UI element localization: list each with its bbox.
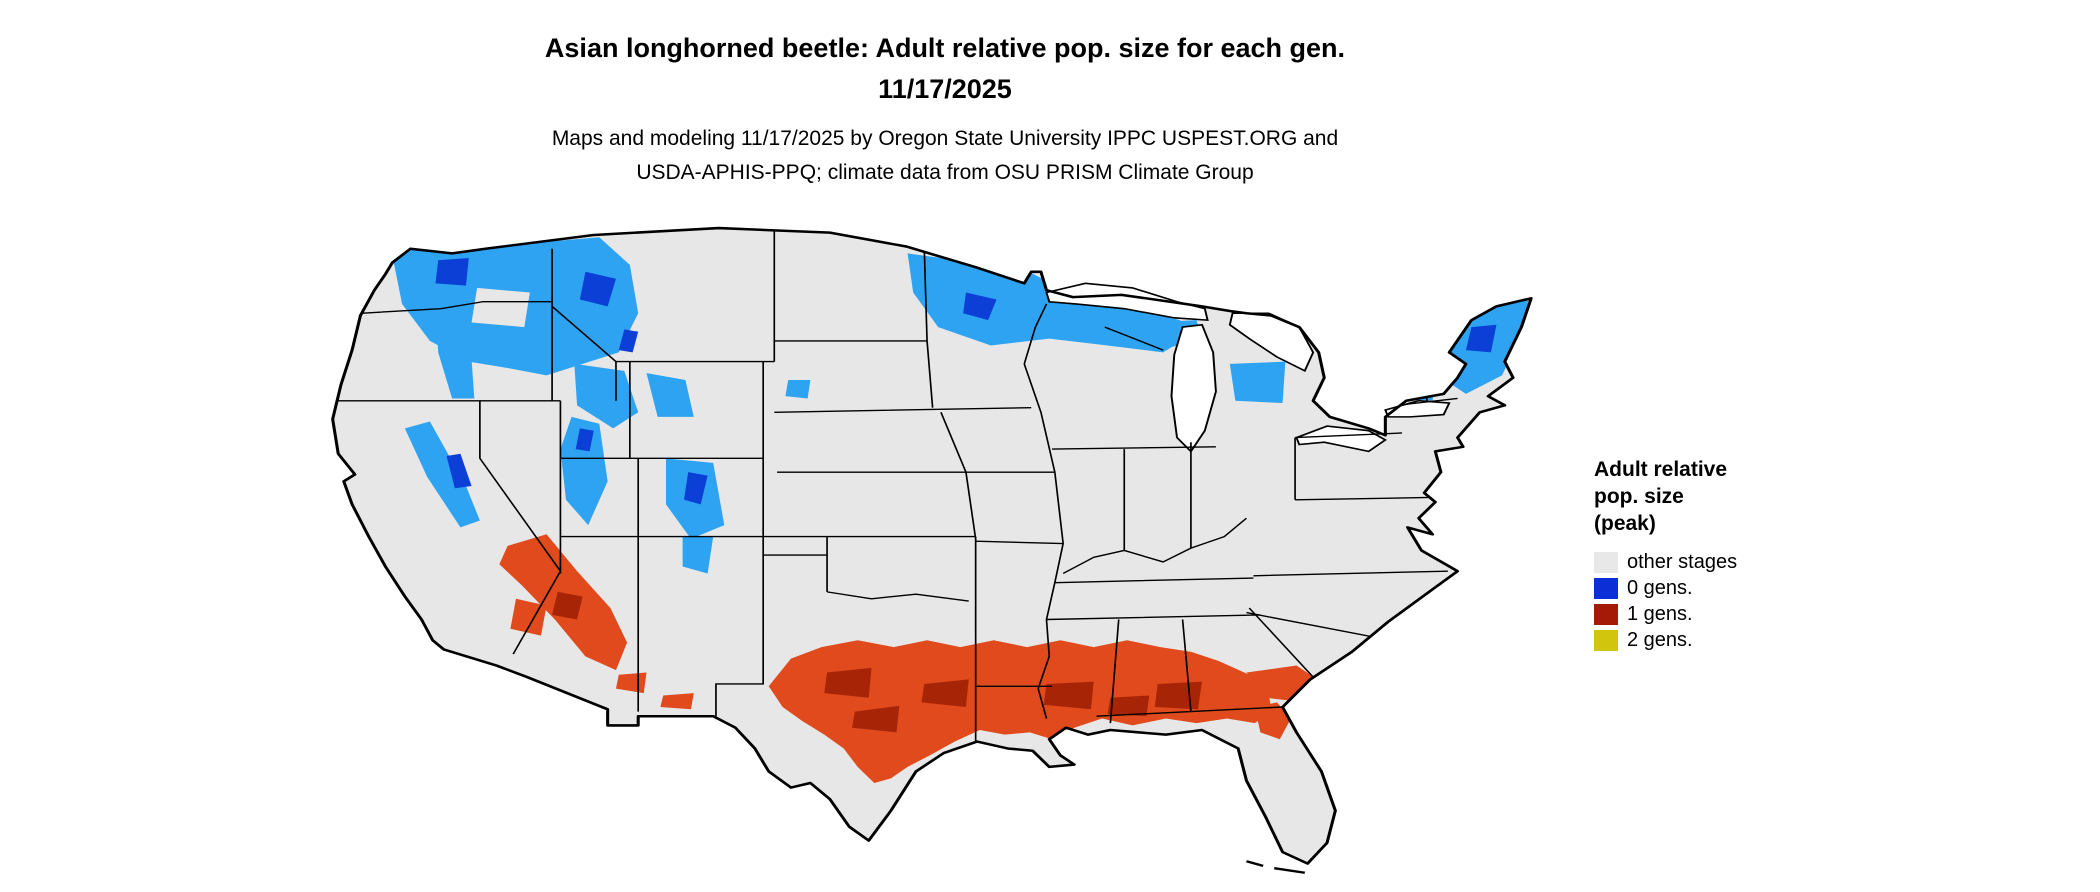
lake-superior — [1045, 282, 1209, 322]
lake-michigan — [1170, 323, 1217, 453]
legend-title: Adult relative pop. size (peak) — [1594, 456, 1874, 537]
legend-swatch-1-gens — [1594, 603, 1618, 625]
legend-item-2-gens: 2 gens. — [1594, 627, 1874, 653]
region-utah-mountains — [560, 416, 608, 526]
region-southern-new-mexico — [660, 693, 694, 710]
legend-label-other-stages: other stages — [1627, 550, 1738, 573]
conus-map-svg — [331, 226, 1533, 874]
regions-0gens-dark — [435, 257, 1497, 505]
legend-title-line3: (peak) — [1594, 512, 1656, 535]
legend-label-1-gens: 1 gens. — [1627, 602, 1693, 625]
region-northern-new-mexico — [682, 536, 714, 574]
legend-item-other-stages: other stages — [1594, 549, 1874, 575]
page-subtitle-line2: USDA-APHIS-PPQ; climate data from OSU PR… — [636, 161, 1254, 184]
region-west-arizona — [510, 598, 547, 636]
state-borders — [335, 230, 1458, 742]
legend-title-line1: Adult relative — [1594, 458, 1728, 481]
legend-item-1-gens: 1 gens. — [1594, 601, 1874, 627]
page-title: Asian longhorned beetle: Adult relative … — [0, 28, 1890, 110]
region-blue-mountains — [488, 327, 536, 362]
region-oregon-cascades — [435, 299, 475, 399]
legend-swatch-2-gens — [1594, 629, 1618, 651]
region-south-band — [768, 640, 1272, 783]
region-idaho-montana — [574, 363, 639, 429]
lake-erie — [1295, 425, 1387, 453]
page-title-date: 11/17/2025 — [878, 74, 1012, 104]
region-north-florida — [1254, 702, 1291, 740]
region-northern-lower-michigan — [1229, 361, 1286, 404]
legend-items: other stages 0 gens. 1 gens. 2 gens. — [1594, 549, 1874, 653]
region-sierra-nevada — [404, 421, 480, 528]
page-subtitle-line1: Maps and modeling 11/17/2025 by Oregon S… — [551, 127, 1339, 150]
great-lakes — [1045, 282, 1451, 453]
us-map — [316, 220, 1552, 882]
gray-holes — [471, 287, 530, 328]
region-black-hills — [785, 380, 811, 399]
page-title-line1: Asian longhorned beetle: Adult relative … — [544, 33, 1346, 63]
region-columbia-basin — [471, 287, 530, 328]
regions-0gens-light — [393, 237, 1529, 574]
regions-1gen — [499, 534, 1325, 783]
florida-keys — [1246, 860, 1306, 874]
legend-label-0-gens: 0 gens. — [1627, 576, 1693, 599]
legend-title-line2: pop. size — [1594, 485, 1684, 508]
legend-item-0-gens: 0 gens. — [1594, 575, 1874, 601]
legend-label-2-gens: 2 gens. — [1627, 628, 1693, 651]
page-subtitle: Maps and modeling 11/17/2025 by Oregon S… — [0, 122, 1890, 190]
legend: Adult relative pop. size (peak) other st… — [1594, 456, 1874, 653]
region-wyoming-ranges — [646, 373, 694, 417]
lake-ontario — [1384, 399, 1451, 418]
legend-swatch-0-gens — [1594, 577, 1618, 599]
legend-swatch-other-stages — [1594, 551, 1618, 573]
